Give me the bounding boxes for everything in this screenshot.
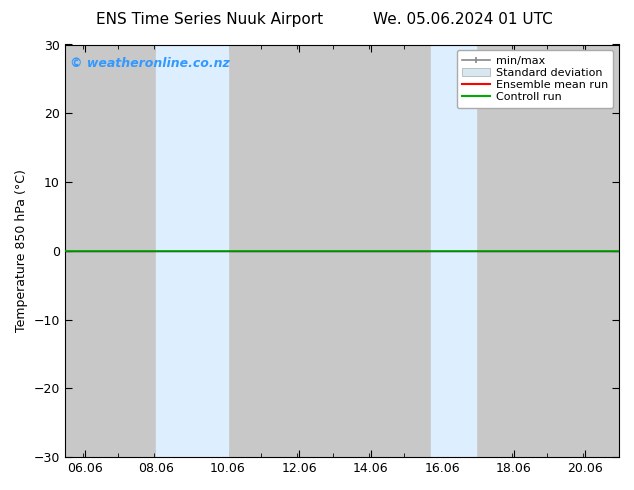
Text: ENS Time Series Nuuk Airport: ENS Time Series Nuuk Airport xyxy=(96,12,323,27)
Text: © weatheronline.co.nz: © weatheronline.co.nz xyxy=(70,57,230,70)
Bar xyxy=(431,45,476,457)
Bar xyxy=(157,45,228,457)
Y-axis label: Temperature 850 hPa (°C): Temperature 850 hPa (°C) xyxy=(15,170,28,332)
Legend: min/max, Standard deviation, Ensemble mean run, Controll run: min/max, Standard deviation, Ensemble me… xyxy=(456,50,614,108)
Text: We. 05.06.2024 01 UTC: We. 05.06.2024 01 UTC xyxy=(373,12,553,27)
